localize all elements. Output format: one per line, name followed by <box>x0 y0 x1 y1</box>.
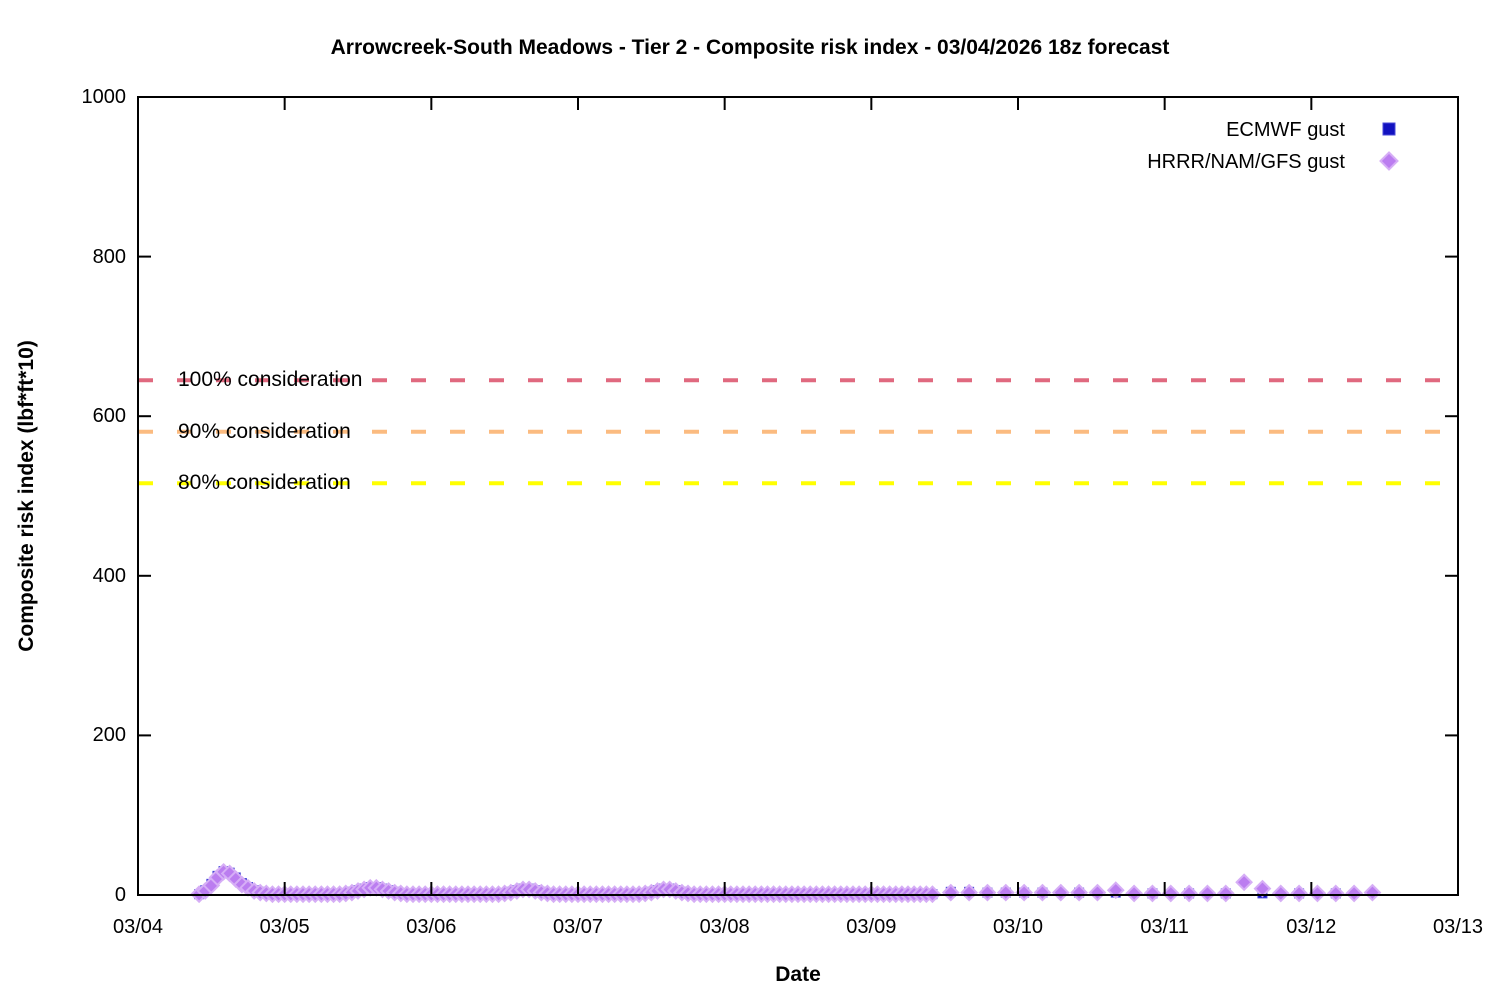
y-tick-label: 1000 <box>81 86 127 108</box>
hrrr-nam-gfs-point <box>1070 883 1089 902</box>
hrrr-nam-gfs-point <box>996 883 1015 902</box>
x-tick-label: 03/13 <box>1432 916 1484 938</box>
threshold-label-90: 90% consideration <box>178 419 351 443</box>
x-tick-label: 03/07 <box>552 916 604 938</box>
hrrr-nam-gfs-point <box>1125 884 1144 903</box>
legend-label-ecmwf: ECMWF gust <box>1226 119 1345 141</box>
hrrr-nam-gfs-point <box>1216 884 1235 903</box>
x-tick-label: 03/09 <box>846 916 897 938</box>
hrrr-nam-gfs-point <box>1345 884 1364 903</box>
y-tick-label: 200 <box>92 724 126 747</box>
hrrr-nam-gfs-point <box>1253 879 1272 898</box>
hrrr-nam-gfs-point <box>1015 883 1034 902</box>
x-tick-label: 03/11 <box>1140 916 1189 938</box>
hrrr-nam-gfs-point <box>1180 884 1199 903</box>
hrrr-nam-gfs-point <box>1088 883 1107 902</box>
x-tick-label: 03/12 <box>1286 916 1337 938</box>
threshold-label-80: 80% consideration <box>178 471 351 495</box>
y-tick-label: 400 <box>92 564 126 587</box>
hrrr-nam-gfs-point <box>1161 884 1180 903</box>
hrrr-nam-gfs-point <box>1363 883 1382 902</box>
plot-border <box>137 96 1459 896</box>
hrrr-nam-gfs-point <box>1290 884 1309 903</box>
legend-ecmwf-marker <box>1382 122 1396 136</box>
hrrr-nam-gfs-point <box>1271 884 1290 903</box>
x-tick-label: 03/05 <box>259 916 310 938</box>
y-tick-label: 800 <box>92 245 126 268</box>
x-tick-label: 03/04 <box>112 916 164 938</box>
y-axis-label: Composite risk index (lbf*ft*10) <box>15 340 38 652</box>
hrrr-nam-gfs-point <box>1326 884 1345 903</box>
hrrr-nam-gfs-point <box>1198 884 1217 903</box>
legend-label-hrrr-nam-gfs: HRRR/NAM/GFS gust <box>1147 151 1345 173</box>
threshold-label-100: 100% consideration <box>178 368 363 392</box>
y-tick-label: 0 <box>114 884 126 906</box>
hrrr-nam-gfs-point <box>978 883 997 902</box>
legend-hrrr-marker <box>1379 151 1399 171</box>
x-axis-label: Date <box>775 963 821 986</box>
hrrr-nam-gfs-point <box>941 883 960 902</box>
chart-title: Arrowcreek-South Meadows - Tier 2 - Comp… <box>330 36 1170 59</box>
x-tick-label: 03/10 <box>992 916 1044 938</box>
hrrr-nam-gfs-point <box>960 883 979 902</box>
hrrr-nam-gfs-point <box>1106 881 1125 900</box>
hrrr-nam-gfs-point <box>1235 873 1254 892</box>
x-tick-label: 03/06 <box>406 916 457 938</box>
hrrr-nam-gfs-point <box>1051 883 1070 902</box>
hrrr-nam-gfs-point <box>1033 883 1052 902</box>
y-tick-label: 600 <box>92 405 126 428</box>
x-tick-label: 03/08 <box>699 916 750 938</box>
hrrr-nam-gfs-point <box>1308 884 1327 903</box>
hrrr-nam-gfs-point <box>1143 884 1162 903</box>
